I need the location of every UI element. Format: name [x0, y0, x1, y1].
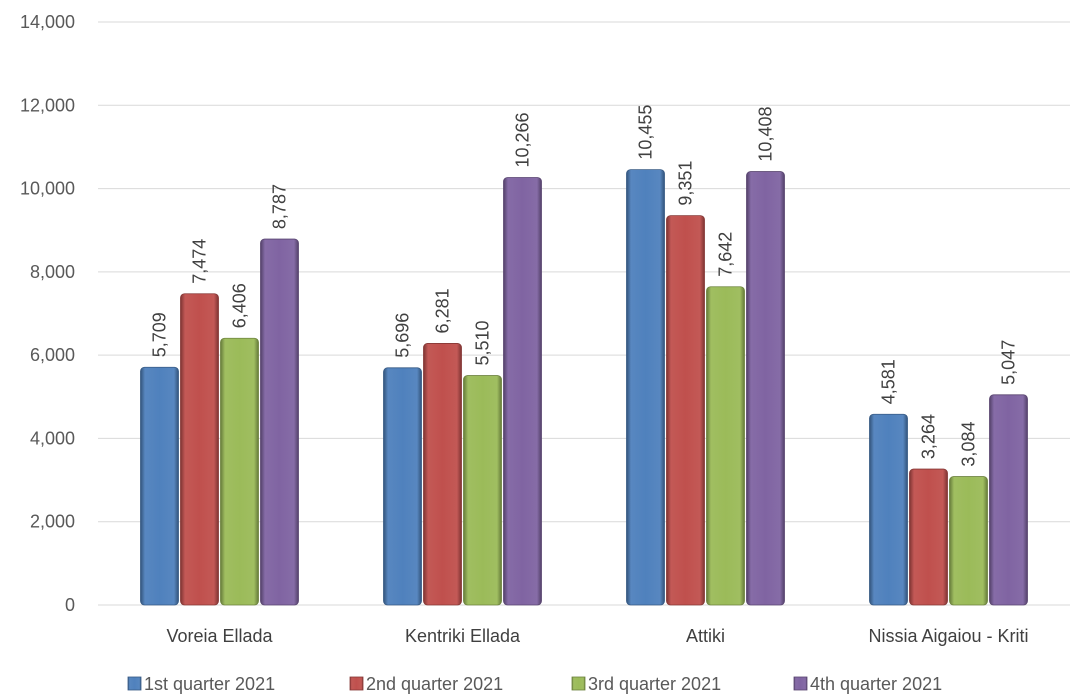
data-label: 9,351 — [676, 161, 696, 206]
y-tick-label: 10,000 — [20, 179, 75, 199]
bars — [140, 169, 1028, 606]
y-axis-tick-labels: 0 2,000 4,000 6,000 8,000 10,000 12,000 14,000 — [20, 12, 75, 615]
data-label: 7,474 — [190, 239, 210, 284]
y-tick-label: 12,000 — [20, 95, 75, 115]
bar — [626, 169, 665, 606]
data-label: 10,408 — [756, 107, 776, 162]
data-label: 4,581 — [879, 359, 899, 404]
bar — [746, 171, 785, 606]
legend-label: 1st quarter 2021 — [144, 674, 275, 694]
y-tick-label: 6,000 — [30, 345, 75, 365]
data-labels: 5,709 7,474 6,406 8,787 5,696 6,281 5,510 10,26… — [150, 105, 1019, 467]
category-label: Voreia Ellada — [166, 626, 273, 646]
data-label: 5,696 — [393, 313, 413, 358]
legend-label: 4th quarter 2021 — [810, 674, 942, 694]
legend-label: 3rd quarter 2021 — [588, 674, 721, 694]
legend: 1st quarter 2021 2nd quarter 2021 3rd quar… — [127, 674, 942, 694]
bar — [423, 343, 462, 606]
bar — [503, 177, 542, 606]
bar — [260, 238, 299, 606]
bar — [180, 293, 219, 606]
bar — [909, 468, 948, 606]
data-label: 5,510 — [473, 321, 493, 366]
x-axis-category-labels: Voreia Ellada Kentriki Ellada Attiki Nissia… — [166, 626, 1028, 646]
category-label: Nissia Aigaiou - Kriti — [868, 626, 1028, 646]
data-label: 6,281 — [433, 288, 453, 333]
bar — [666, 215, 705, 606]
data-label: 3,084 — [959, 422, 979, 467]
gridlines — [98, 21, 1070, 606]
data-label: 5,047 — [999, 340, 1019, 385]
data-label: 10,455 — [636, 105, 656, 160]
bar — [220, 337, 259, 606]
bar — [463, 375, 502, 606]
y-tick-label: 4,000 — [30, 428, 75, 448]
data-label: 7,642 — [716, 232, 736, 277]
data-label: 6,406 — [230, 283, 250, 328]
data-label: 3,264 — [919, 414, 939, 459]
data-label: 8,787 — [270, 184, 290, 229]
legend-swatch — [571, 676, 586, 691]
bar — [140, 366, 179, 606]
y-tick-label: 14,000 — [20, 12, 75, 32]
category-label: Kentriki Ellada — [405, 626, 521, 646]
y-tick-label: 0 — [65, 595, 75, 615]
legend-swatch — [127, 676, 142, 691]
legend-swatch — [349, 676, 364, 691]
legend-label: 2nd quarter 2021 — [366, 674, 503, 694]
legend-swatch — [793, 676, 808, 691]
y-tick-label: 8,000 — [30, 262, 75, 282]
category-label: Attiki — [686, 626, 725, 646]
bar — [383, 367, 422, 606]
bar — [989, 394, 1028, 606]
data-label: 10,266 — [513, 112, 533, 167]
bar — [706, 286, 745, 606]
bar — [869, 413, 908, 606]
y-tick-label: 2,000 — [30, 512, 75, 532]
bar — [949, 476, 988, 606]
data-label: 5,709 — [150, 312, 170, 357]
